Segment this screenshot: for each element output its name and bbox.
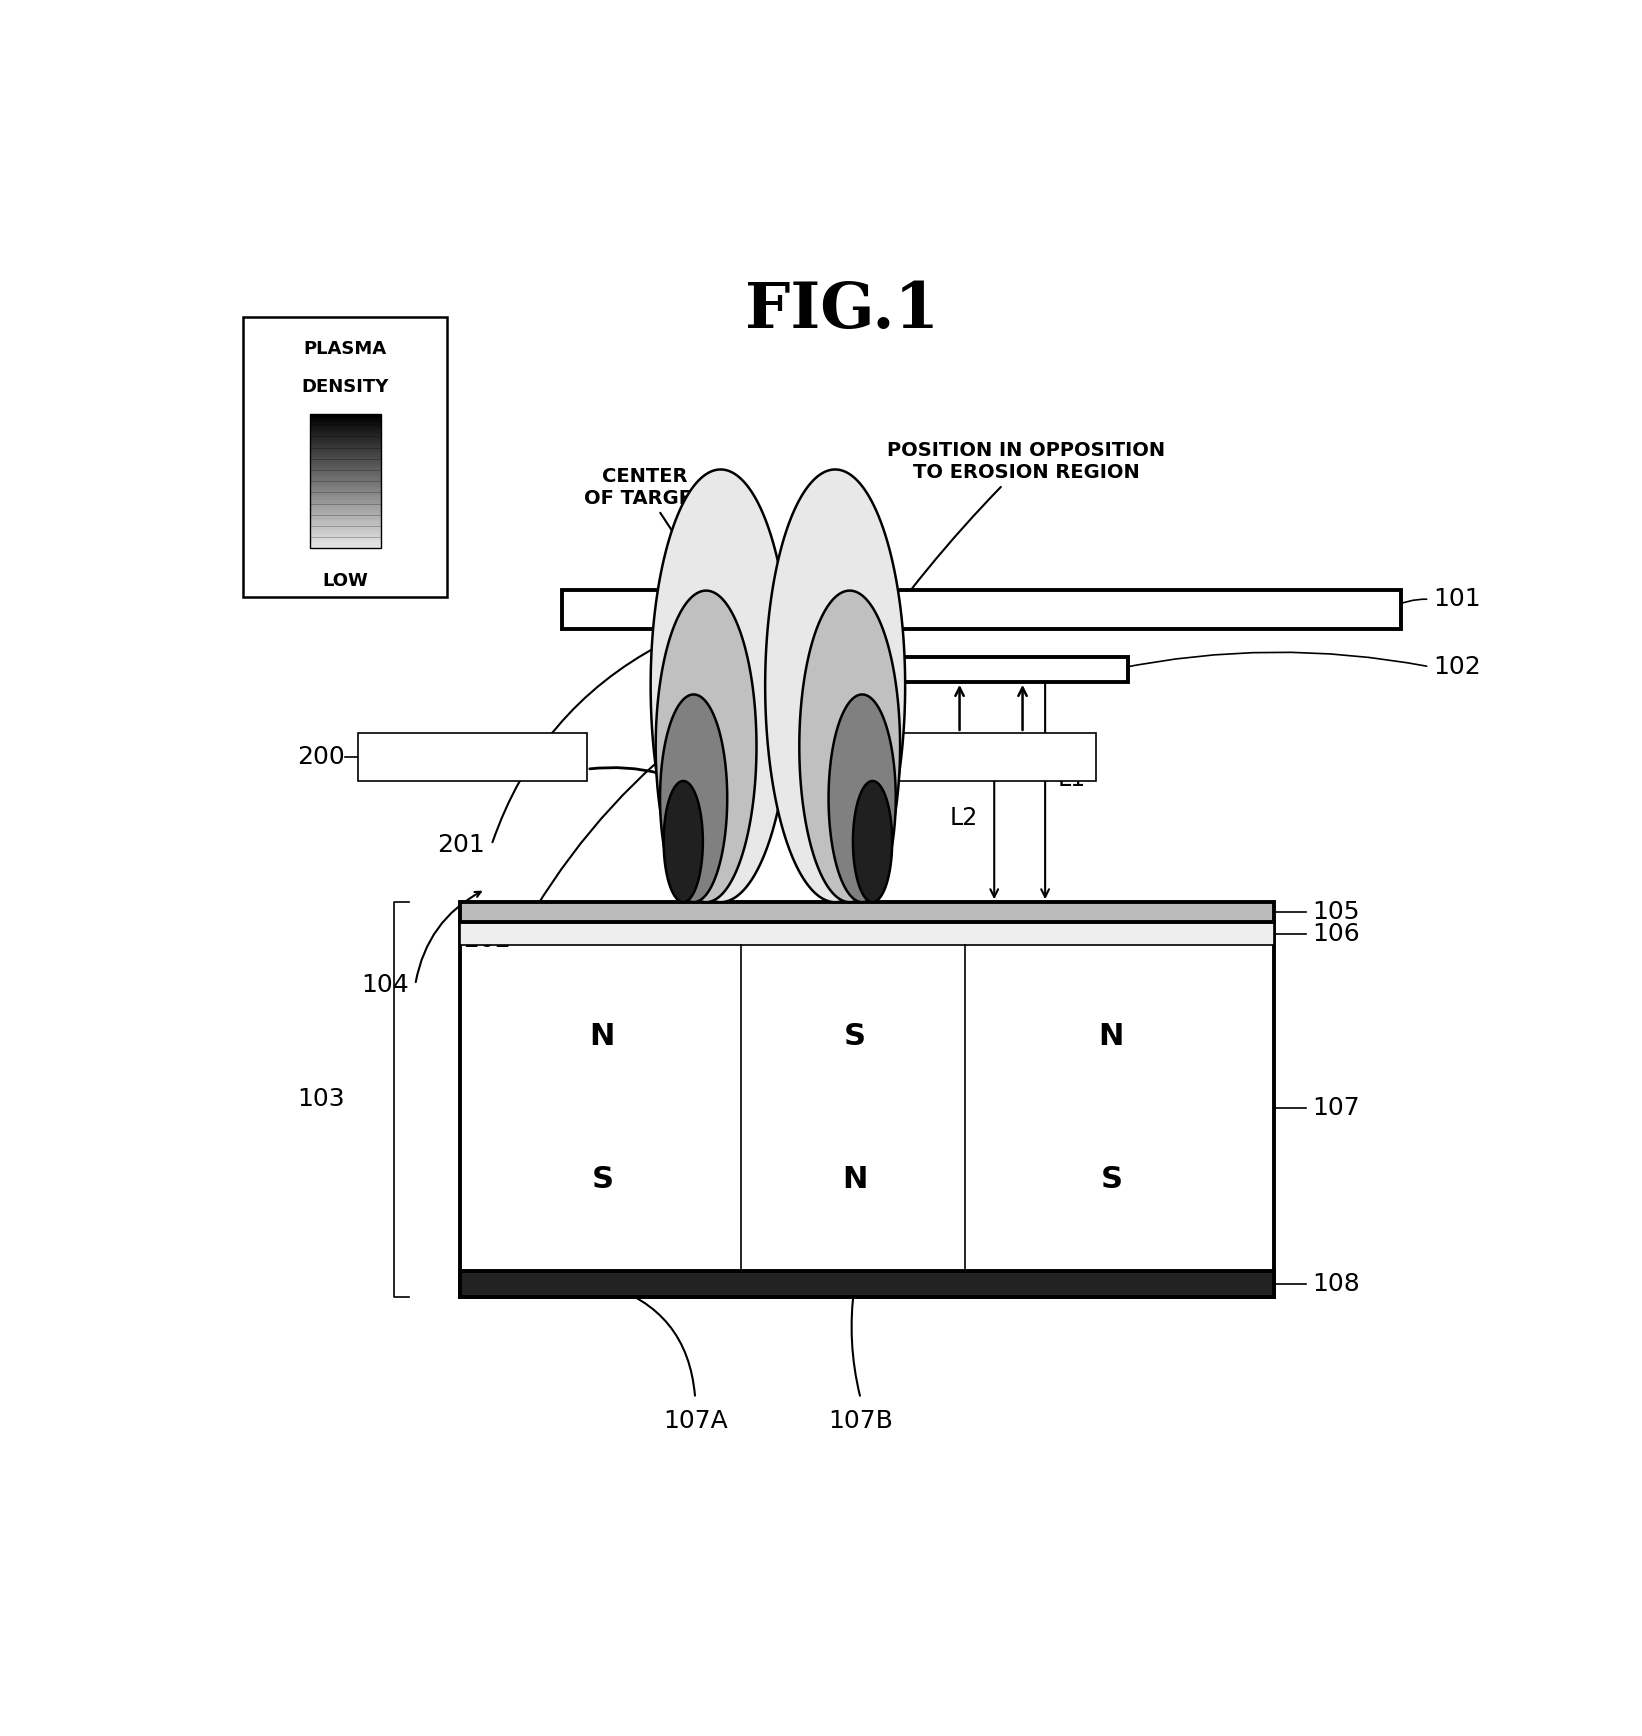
Text: 0mm: 0mm <box>747 644 801 663</box>
Bar <box>310 417 381 420</box>
Text: 60mm: 60mm <box>826 644 893 663</box>
Text: L1: L1 <box>1057 767 1085 792</box>
Bar <box>310 500 381 503</box>
Text: 101: 101 <box>1433 587 1481 611</box>
Bar <box>310 479 381 481</box>
Bar <box>310 538 381 540</box>
Bar <box>243 316 447 597</box>
Bar <box>887 733 1097 781</box>
Text: 108: 108 <box>1312 1272 1360 1295</box>
Polygon shape <box>660 694 727 903</box>
Bar <box>310 484 381 486</box>
Bar <box>310 486 381 490</box>
Bar <box>310 490 381 491</box>
Text: S: S <box>1100 1165 1121 1194</box>
Bar <box>460 903 1274 922</box>
Bar <box>310 455 381 457</box>
Polygon shape <box>650 469 791 903</box>
Bar <box>310 524 381 526</box>
Text: 200: 200 <box>297 745 345 769</box>
Bar <box>310 422 381 425</box>
Polygon shape <box>663 781 703 903</box>
Bar <box>310 510 381 514</box>
Bar <box>310 516 381 519</box>
Bar <box>310 457 381 460</box>
Bar <box>310 425 381 427</box>
Text: POSITION IN OPPOSITION
TO EROSION REGION: POSITION IN OPPOSITION TO EROSION REGION <box>862 441 1166 656</box>
Bar <box>310 462 381 465</box>
Text: S: S <box>591 1165 612 1194</box>
Bar <box>310 496 381 500</box>
Bar <box>310 505 381 509</box>
Bar <box>310 481 381 484</box>
Bar <box>310 543 381 545</box>
Bar <box>310 413 381 549</box>
Bar <box>310 514 381 516</box>
Bar <box>310 446 381 450</box>
Bar <box>310 491 381 495</box>
Bar <box>310 432 381 436</box>
Polygon shape <box>655 590 757 903</box>
Bar <box>310 460 381 462</box>
Bar <box>310 441 381 443</box>
Bar <box>310 465 381 467</box>
Bar <box>310 540 381 543</box>
Text: 107: 107 <box>1312 1097 1360 1120</box>
Bar <box>310 437 381 441</box>
Bar <box>310 521 381 524</box>
Polygon shape <box>852 781 892 903</box>
Text: LOW: LOW <box>322 573 368 590</box>
Text: N: N <box>1098 1023 1125 1050</box>
Bar <box>310 443 381 446</box>
Text: FIG.1: FIG.1 <box>744 279 939 340</box>
Text: L2: L2 <box>949 806 977 830</box>
Bar <box>310 529 381 533</box>
Bar <box>310 519 381 521</box>
Bar <box>310 545 381 549</box>
Bar <box>310 431 381 432</box>
Bar <box>310 467 381 470</box>
Bar <box>310 509 381 510</box>
Polygon shape <box>800 590 900 903</box>
Text: 201: 201 <box>437 833 486 858</box>
Bar <box>310 535 381 538</box>
Text: 104: 104 <box>361 972 409 996</box>
Polygon shape <box>829 694 897 903</box>
Bar <box>695 656 1128 682</box>
Bar <box>310 476 381 479</box>
Bar <box>310 420 381 422</box>
Text: DENSITY: DENSITY <box>302 378 389 396</box>
Text: 102: 102 <box>1433 654 1481 679</box>
Text: HIGH: HIGH <box>320 422 371 439</box>
Text: N: N <box>842 1165 867 1194</box>
Bar <box>310 470 381 474</box>
Polygon shape <box>765 469 905 903</box>
Bar <box>310 413 381 417</box>
Text: CENTER
OF TARGET: CENTER OF TARGET <box>583 467 770 656</box>
Text: 107B: 107B <box>828 1410 893 1434</box>
Text: S: S <box>844 1023 865 1050</box>
Text: 103: 103 <box>297 1087 345 1111</box>
Bar <box>310 533 381 535</box>
Text: PLASMA: PLASMA <box>304 340 388 358</box>
Text: N: N <box>589 1023 616 1050</box>
Bar <box>460 922 1274 946</box>
Bar <box>310 474 381 476</box>
Bar <box>310 503 381 505</box>
Bar <box>460 1271 1274 1297</box>
Bar <box>310 450 381 451</box>
Text: 107A: 107A <box>663 1410 727 1434</box>
Bar <box>310 436 381 437</box>
Bar <box>562 590 1402 628</box>
Bar <box>460 922 1274 1297</box>
Text: 202: 202 <box>463 929 511 953</box>
Text: 105: 105 <box>1312 901 1360 924</box>
Bar <box>358 733 588 781</box>
Bar <box>310 451 381 455</box>
Bar <box>310 427 381 431</box>
Bar <box>310 495 381 496</box>
Text: 106: 106 <box>1312 922 1360 946</box>
Bar <box>310 526 381 529</box>
